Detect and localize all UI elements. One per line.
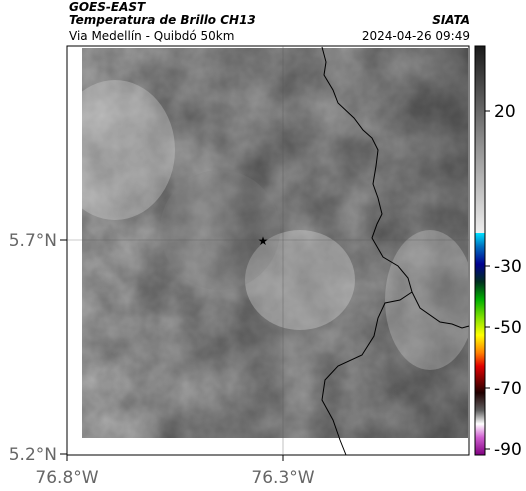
colorbar-tick-label: 20	[494, 102, 516, 122]
lon-tick-label: 76.3°W	[251, 468, 314, 488]
product-title: Temperatura de Brillo CH13	[69, 13, 256, 27]
lat-tick-label: 5.7°N	[9, 231, 57, 251]
satellite-image	[82, 48, 468, 438]
colorbar-tick-label: -50	[494, 318, 522, 338]
boundary-line-east	[321, 46, 470, 329]
satellite-source: GOES-EAST	[69, 0, 146, 14]
colorbar-tick-label: -30	[494, 257, 522, 277]
colorbar: 20 -30 -50 -70 -90	[474, 45, 522, 460]
lat-tick-label: 5.2°N	[9, 445, 57, 465]
colorbar-tick-label: -70	[494, 379, 522, 399]
lon-tick-label: 76.8°W	[35, 468, 98, 488]
colorbar-tick-label: -90	[494, 440, 522, 460]
site-marker-icon: ★	[258, 234, 269, 248]
organization-label: SIATA	[432, 13, 470, 27]
route-subtitle: Via Medellín - Quibdó 50km	[69, 29, 235, 43]
timestamp-label: 2024-04-26 09:49	[361, 29, 470, 43]
boundary-line-south	[321, 291, 413, 456]
